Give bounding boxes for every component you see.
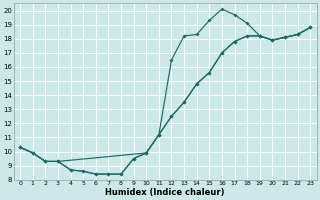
X-axis label: Humidex (Indice chaleur): Humidex (Indice chaleur) — [106, 188, 225, 197]
